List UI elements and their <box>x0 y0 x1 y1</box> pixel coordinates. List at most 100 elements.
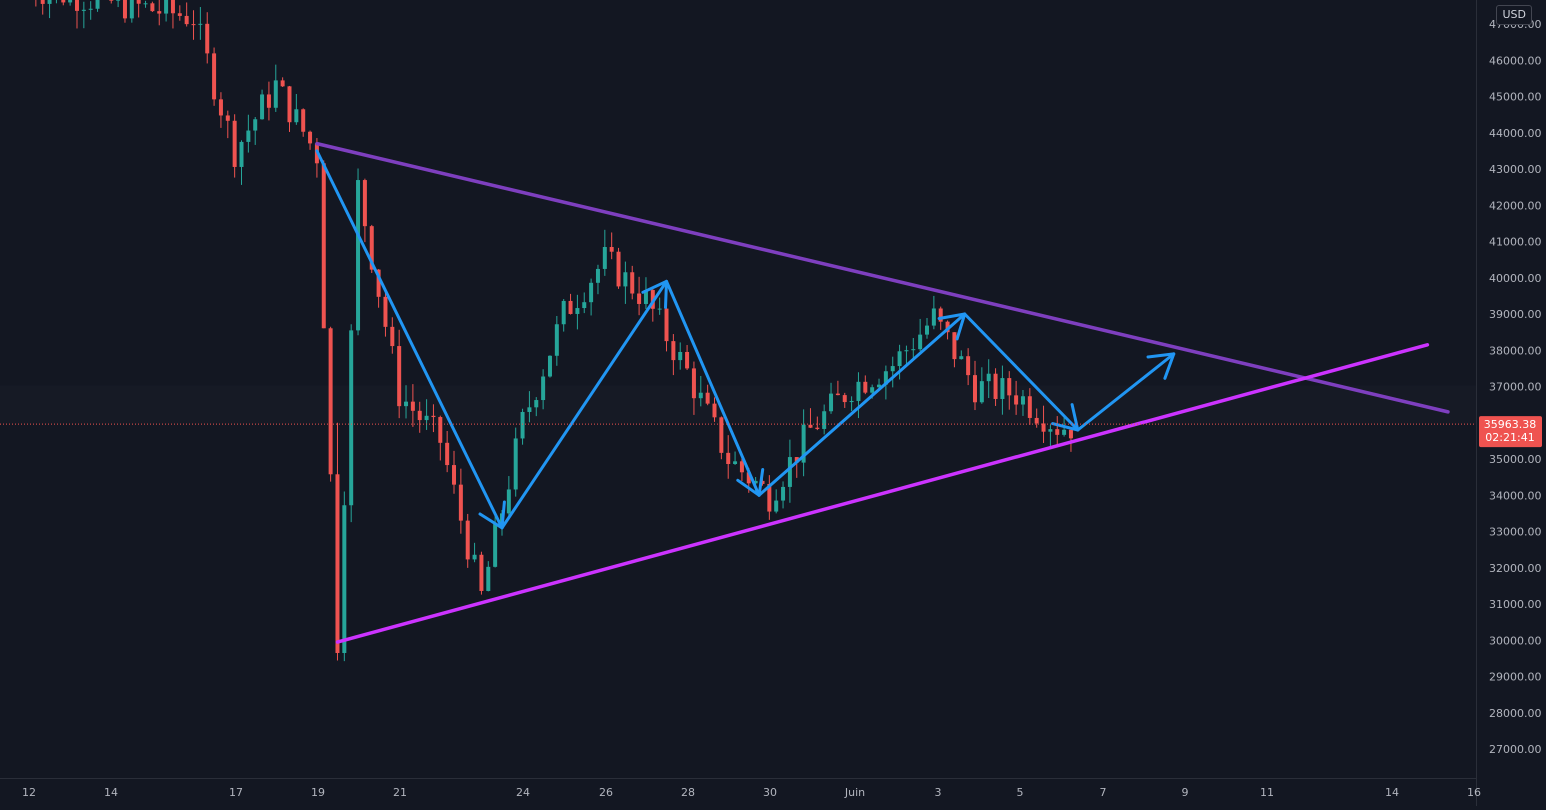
y-tick-label: 46000.00 <box>1489 54 1542 67</box>
projection-segment <box>500 279 669 530</box>
candle-body <box>157 11 162 14</box>
candle-body <box>712 403 717 418</box>
candle-body <box>294 109 299 123</box>
candle-body <box>417 410 422 421</box>
x-tick-label: 14 <box>1385 786 1399 799</box>
candle-body <box>205 23 210 54</box>
projection-segment <box>757 312 967 497</box>
candle-body <box>705 392 710 404</box>
candle-body <box>972 375 977 403</box>
candle-body <box>122 0 127 19</box>
candle-body <box>787 457 792 487</box>
x-tick-label: 5 <box>1017 786 1024 799</box>
candle-body <box>493 523 498 567</box>
y-tick-label: 39000.00 <box>1489 308 1542 321</box>
candle-body <box>356 180 361 331</box>
candle-body <box>959 356 964 360</box>
candle-body <box>897 351 902 367</box>
candle-body <box>1014 395 1019 405</box>
trend-drawings <box>315 141 1450 644</box>
candle-body <box>452 465 457 485</box>
candle-body <box>458 484 463 521</box>
y-tick-label: 40000.00 <box>1489 272 1542 285</box>
candle-body <box>925 325 930 335</box>
candle-body <box>198 23 203 25</box>
y-tick-label: 43000.00 <box>1489 163 1542 176</box>
candle-body <box>931 308 936 326</box>
projection-arrows <box>315 149 1176 530</box>
candle-body <box>945 321 950 333</box>
x-tick-label: 3 <box>935 786 942 799</box>
candle-body <box>753 480 758 484</box>
x-tick-label: Juin <box>844 786 865 799</box>
candle-body <box>424 415 429 421</box>
candle-body <box>534 400 539 408</box>
time-axis[interactable]: 12 14 17 19 21 24 26 28 30 Juin 3 5 7 9 11 14 16 <box>0 778 1481 800</box>
projection-segment <box>665 279 761 497</box>
candle-body <box>266 94 271 108</box>
candle-body <box>733 461 738 464</box>
candle-body <box>88 8 93 10</box>
projection-segment <box>1076 352 1176 432</box>
x-tick-label: 12 <box>22 786 36 799</box>
candle-body <box>431 415 436 418</box>
candle-body <box>774 500 779 512</box>
candle-body <box>691 368 696 399</box>
price-axis[interactable]: 27000.00 28000.00 29000.00 30000.00 31000.00… <box>1476 0 1542 806</box>
x-tick-label: 14 <box>104 786 118 799</box>
candle-body <box>835 393 840 396</box>
y-tick-label: 32000.00 <box>1489 562 1542 575</box>
candle-body <box>273 80 278 108</box>
y-tick-label: 30000.00 <box>1489 634 1542 647</box>
candle-body <box>170 0 175 14</box>
candle-body <box>657 308 662 310</box>
candle-body <box>746 472 751 484</box>
candle-body <box>856 381 861 401</box>
candle-body <box>513 438 518 490</box>
candle-body <box>918 334 923 350</box>
candle-body <box>150 3 155 12</box>
candle-body <box>1062 429 1067 435</box>
support-trend-line <box>335 343 1430 644</box>
currency-badge[interactable]: USD <box>1496 5 1532 25</box>
candle-body <box>68 0 73 3</box>
candle-body <box>589 282 594 303</box>
y-tick-label: 45000.00 <box>1489 91 1542 104</box>
candle-body <box>390 326 395 347</box>
candle-body <box>849 400 854 403</box>
arrowhead <box>1146 352 1176 380</box>
candle-body <box>726 452 731 464</box>
candle-body <box>1027 396 1032 418</box>
candle-body <box>1000 378 1005 399</box>
x-tick-label: 24 <box>516 786 530 799</box>
candle-body <box>479 554 484 591</box>
candle-body <box>74 0 79 11</box>
candle-body <box>362 180 367 227</box>
candle-body <box>349 330 354 506</box>
y-tick-label: 38000.00 <box>1489 344 1542 357</box>
candle-body <box>397 346 402 407</box>
candle-body <box>1068 429 1073 439</box>
candle-body <box>383 296 388 327</box>
candle-body <box>308 131 313 144</box>
candle-body <box>547 355 552 377</box>
candle-body <box>554 324 559 356</box>
candle-body <box>506 489 511 514</box>
candle-body <box>404 401 409 407</box>
candle-body <box>883 371 888 385</box>
candle-body <box>445 442 450 466</box>
candle-body <box>177 13 182 16</box>
candle-body <box>979 381 984 403</box>
x-tick-label: 16 <box>1467 786 1481 799</box>
candle-body <box>568 300 573 314</box>
x-tick-label: 19 <box>311 786 325 799</box>
candle-body <box>952 332 957 360</box>
candle-body <box>520 411 525 439</box>
candle-body <box>486 566 491 591</box>
candle-body <box>719 417 724 453</box>
candle-body <box>321 163 326 329</box>
candle-body <box>616 251 621 287</box>
candle-body <box>472 554 477 560</box>
candle-body <box>81 9 86 11</box>
